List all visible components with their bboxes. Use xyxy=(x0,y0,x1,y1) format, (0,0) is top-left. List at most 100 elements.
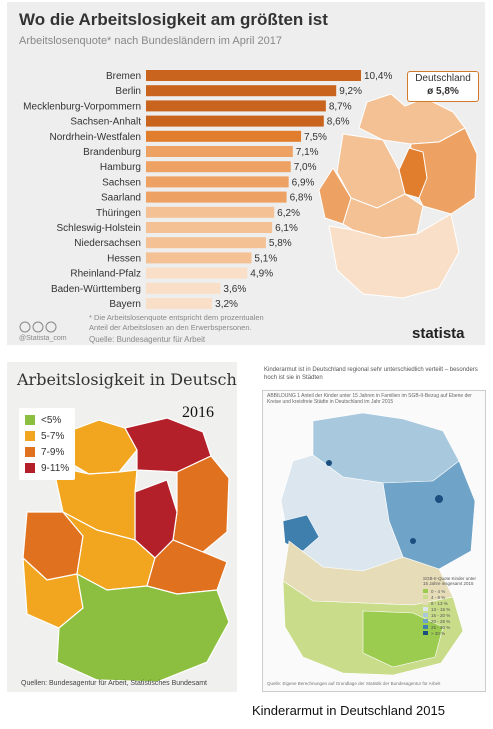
region-brandenburg xyxy=(172,455,230,553)
bar xyxy=(146,298,213,309)
legend-item: 25 - 30 % xyxy=(423,624,481,630)
region-bw-bayern xyxy=(56,572,230,683)
map-source: Quellen: Bundesagentur für Arbeit, Stati… xyxy=(21,680,207,687)
image-caption: Kinderarmut in Deutschland 2015 xyxy=(252,703,445,718)
bar xyxy=(146,252,252,264)
footnote: * Die Arbeitslosenquote entspricht dem p… xyxy=(89,313,264,332)
bar xyxy=(146,237,266,249)
germany-map-top xyxy=(318,93,478,299)
map-footer: Quelle: Eigene Berechnungen auf Grundlag… xyxy=(267,681,441,686)
value-label: 4,9% xyxy=(250,269,273,280)
legend-swatch xyxy=(25,447,35,457)
category-label: Baden-Württemberg xyxy=(51,284,141,295)
creative-commons-icon xyxy=(19,321,57,333)
bar xyxy=(146,70,361,81)
legend-swatch xyxy=(423,619,428,623)
value-label: 7,5% xyxy=(304,132,327,143)
map-frame: ABBILDUNG 1 Anteil der Kinder unter 15 J… xyxy=(262,390,486,692)
legend-item: 7-9% xyxy=(25,444,69,460)
value-label: 3,6% xyxy=(223,284,246,295)
value-label: 5,8% xyxy=(269,238,292,249)
city-halle xyxy=(410,538,416,544)
bar xyxy=(146,282,221,294)
germany-average-box: Deutschland ø 5,8% xyxy=(407,71,479,102)
legend-label: 13 - 15 % xyxy=(431,606,451,612)
map-title: Arbeitslosigkeit in Deutschland xyxy=(17,370,237,389)
germany-label: Deutschland xyxy=(415,73,471,84)
chart-subtitle: Arbeitslosenquote* nach Bundesländern im… xyxy=(19,35,282,47)
legend-label: 20 - 25 % xyxy=(431,618,451,624)
map-headline: Kinderarmut ist in Deutschland regional … xyxy=(264,367,478,381)
legend-item: 5-7% xyxy=(25,428,69,444)
value-label: 8,6% xyxy=(327,117,350,128)
source: Quelle: Bundesagentur für Arbeit xyxy=(89,335,206,344)
category-label: Hessen xyxy=(107,253,141,264)
value-label: 10,4% xyxy=(364,71,392,82)
category-label: Rheinland-Pfalz xyxy=(70,269,141,280)
germany-map-unemployment xyxy=(22,417,230,683)
legend-label: 15 - 20 % xyxy=(431,612,451,618)
bar xyxy=(146,85,337,97)
legend-label: 0 - 4 % xyxy=(431,588,446,594)
legend-label: <5% xyxy=(41,414,62,426)
category-label: Saarland xyxy=(101,193,141,204)
legend-label: 4 - 8 % xyxy=(431,594,446,600)
legend-item: > 30 % xyxy=(423,630,481,636)
legend-item: 20 - 25 % xyxy=(423,618,481,624)
map-legend-poverty: SGB-II-Quote Kinder unter 15 Jahre insge… xyxy=(423,576,481,636)
legend-item: <5% xyxy=(25,412,69,428)
category-label: Bayern xyxy=(109,299,141,310)
statista-logo: statista xyxy=(412,325,465,342)
legend-item: 8 - 13 % xyxy=(423,600,481,606)
bar xyxy=(146,100,326,112)
map-legend: <5% 5-7% 7-9% 9-11% xyxy=(19,408,76,480)
region-nrw xyxy=(318,167,352,225)
category-label: Thüringen xyxy=(96,208,141,219)
category-label: Hamburg xyxy=(100,162,141,173)
bar xyxy=(146,146,293,157)
category-label: Nordrhein-Westfalen xyxy=(49,132,141,143)
legend-label: 7-9% xyxy=(41,446,65,458)
category-label: Sachsen xyxy=(102,177,141,188)
bar xyxy=(146,267,248,279)
category-label: Sachsen-Anhalt xyxy=(70,117,141,128)
legend-swatch xyxy=(25,431,35,441)
bar xyxy=(146,206,275,218)
legend-swatch xyxy=(423,595,428,599)
value-label: 7,1% xyxy=(296,147,319,158)
legend-swatch xyxy=(25,415,35,425)
value-label: 6,2% xyxy=(277,208,300,219)
legend-title: SGB-II-Quote Kinder unter 15 Jahre insge… xyxy=(423,576,477,586)
value-label: 7,0% xyxy=(294,162,317,173)
legend-swatch xyxy=(423,625,428,629)
category-label: Bremen xyxy=(106,71,141,82)
value-label: 5,1% xyxy=(254,253,277,264)
bar-chart: Bremen 10,4% Berlin 9,2% Mecklenburg-Vorpomm… xyxy=(23,70,478,310)
bar xyxy=(146,130,302,142)
category-label: Schleswig-Holstein xyxy=(57,223,141,234)
child-poverty-map: Kinderarmut ist in Deutschland regional … xyxy=(256,362,488,692)
region-south xyxy=(328,213,460,299)
value-label: 6,9% xyxy=(292,177,315,188)
value-label: 6,1% xyxy=(275,223,298,234)
germany-average-value: ø 5,8% xyxy=(427,86,459,97)
statista-infographic: Bremen 10,4% Berlin 9,2% Mecklenburg-Vorpomm… xyxy=(7,2,485,345)
legend-swatch xyxy=(423,607,428,611)
category-label: Berlin xyxy=(115,86,141,97)
bar xyxy=(146,161,291,173)
legend-swatch xyxy=(423,631,428,635)
legend-swatch xyxy=(423,589,428,593)
legend-label: > 30 % xyxy=(431,630,446,636)
bars-group: Bremen 10,4% Berlin 9,2% Mecklenburg-Vorpomm… xyxy=(23,70,392,310)
value-label: 9,2% xyxy=(339,86,362,97)
city-berlin xyxy=(435,495,443,503)
map-subtitle: ABBILDUNG 1 Anteil der Kinder unter 15 J… xyxy=(267,393,472,405)
bar xyxy=(146,176,289,188)
city-bremen xyxy=(326,460,332,466)
chart-title: Wo die Arbeitslosigkeit am größten ist xyxy=(19,10,328,29)
legend-label: 9-11% xyxy=(41,462,70,474)
legend-swatch xyxy=(423,601,428,605)
region-ruhr xyxy=(282,514,320,552)
legend-swatch xyxy=(423,613,428,617)
category-label: Mecklenburg-Vorpommern xyxy=(23,101,141,112)
